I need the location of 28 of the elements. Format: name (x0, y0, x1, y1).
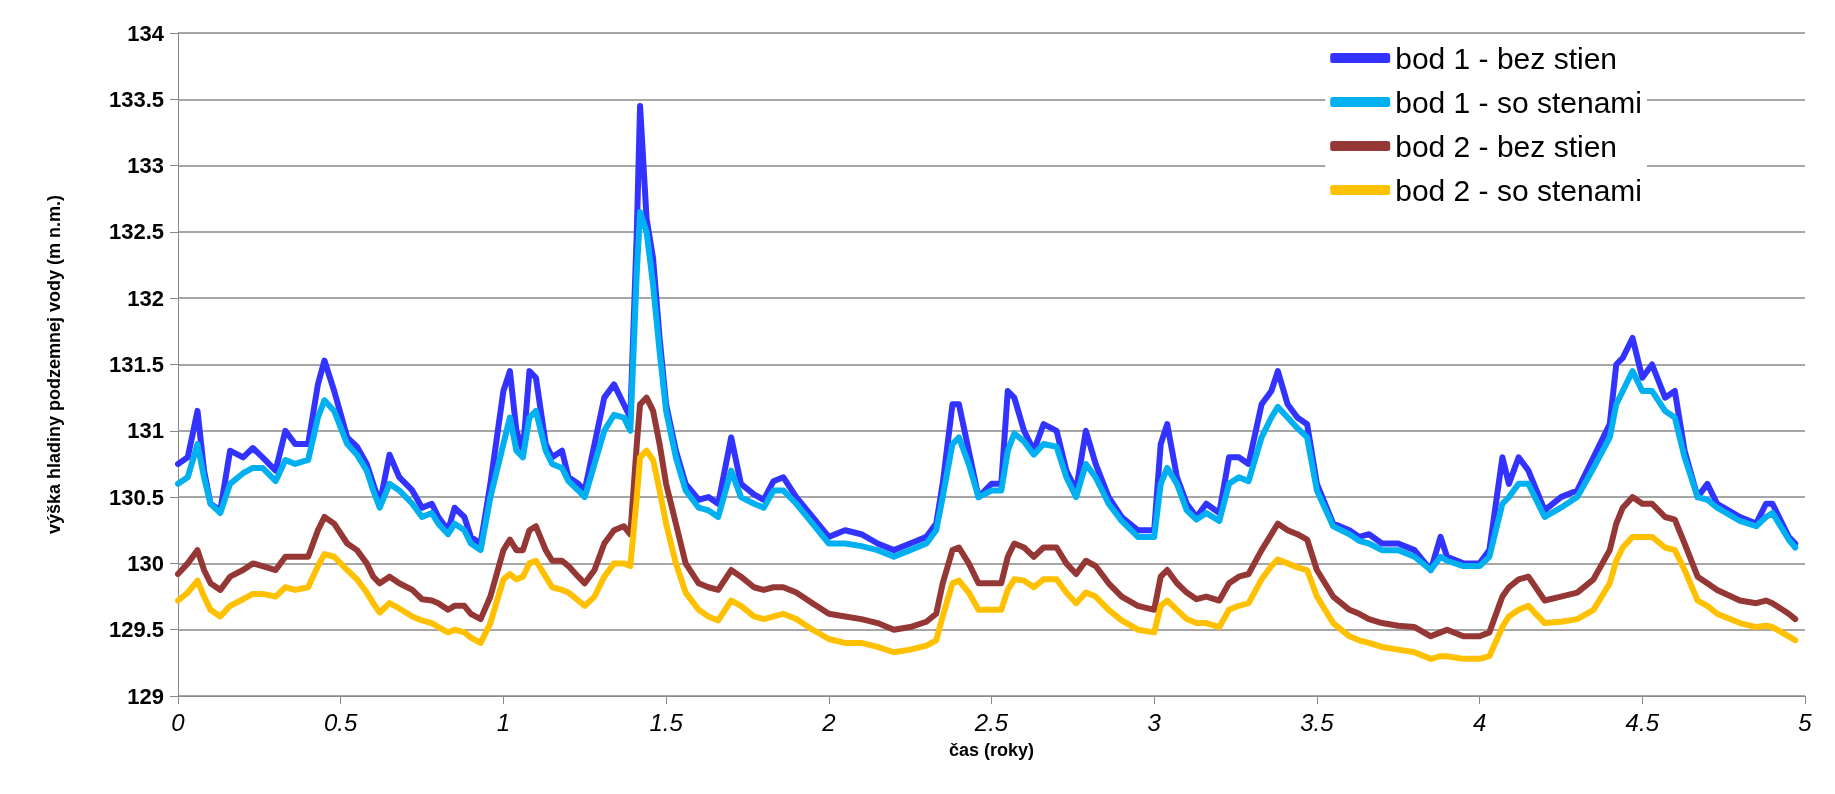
legend-label: bod 1 - so stenami (1395, 85, 1642, 119)
y-tick-label: 129.5 (108, 617, 164, 643)
x-tick-label: 3.5 (1300, 708, 1335, 736)
y-tick-label: 132.5 (108, 219, 164, 245)
y-tick-label: 130 (127, 550, 164, 576)
x-tick-label: 5 (1798, 708, 1813, 736)
legend-label: bod 2 - so stenami (1395, 173, 1642, 207)
y-tick-label: 129 (127, 683, 164, 709)
x-tick-label: 2.5 (973, 708, 1009, 736)
y-tick-label: 130.5 (108, 484, 164, 510)
y-axis-title: výška hladiny podzemnej vody (m n.m.) (44, 194, 64, 535)
x-tick-label: 3 (1147, 708, 1162, 736)
x-tick-label: 0.5 (324, 708, 359, 736)
y-tick-label: 131.5 (108, 352, 164, 377)
y-tick-label: 132 (127, 285, 164, 311)
x-tick-label: 0 (171, 708, 186, 736)
y-tick-label: 133 (127, 153, 164, 179)
legend-label: bod 1 - bez stien (1395, 41, 1618, 75)
x-tick-label: 1.5 (649, 708, 684, 736)
x-tick-label: 2 (821, 708, 836, 736)
x-tick-label: 4 (1472, 708, 1487, 736)
x-axis-title: čas (roky) (948, 740, 1035, 760)
x-tick-label: 1 (496, 708, 511, 736)
y-tick-label: 131 (127, 418, 164, 444)
x-tick-label: 4.5 (1625, 708, 1660, 736)
legend-label: bod 2 - bez stien (1395, 129, 1618, 163)
y-tick-label: 133.5 (108, 86, 164, 112)
y-tick-label: 134 (127, 20, 165, 46)
